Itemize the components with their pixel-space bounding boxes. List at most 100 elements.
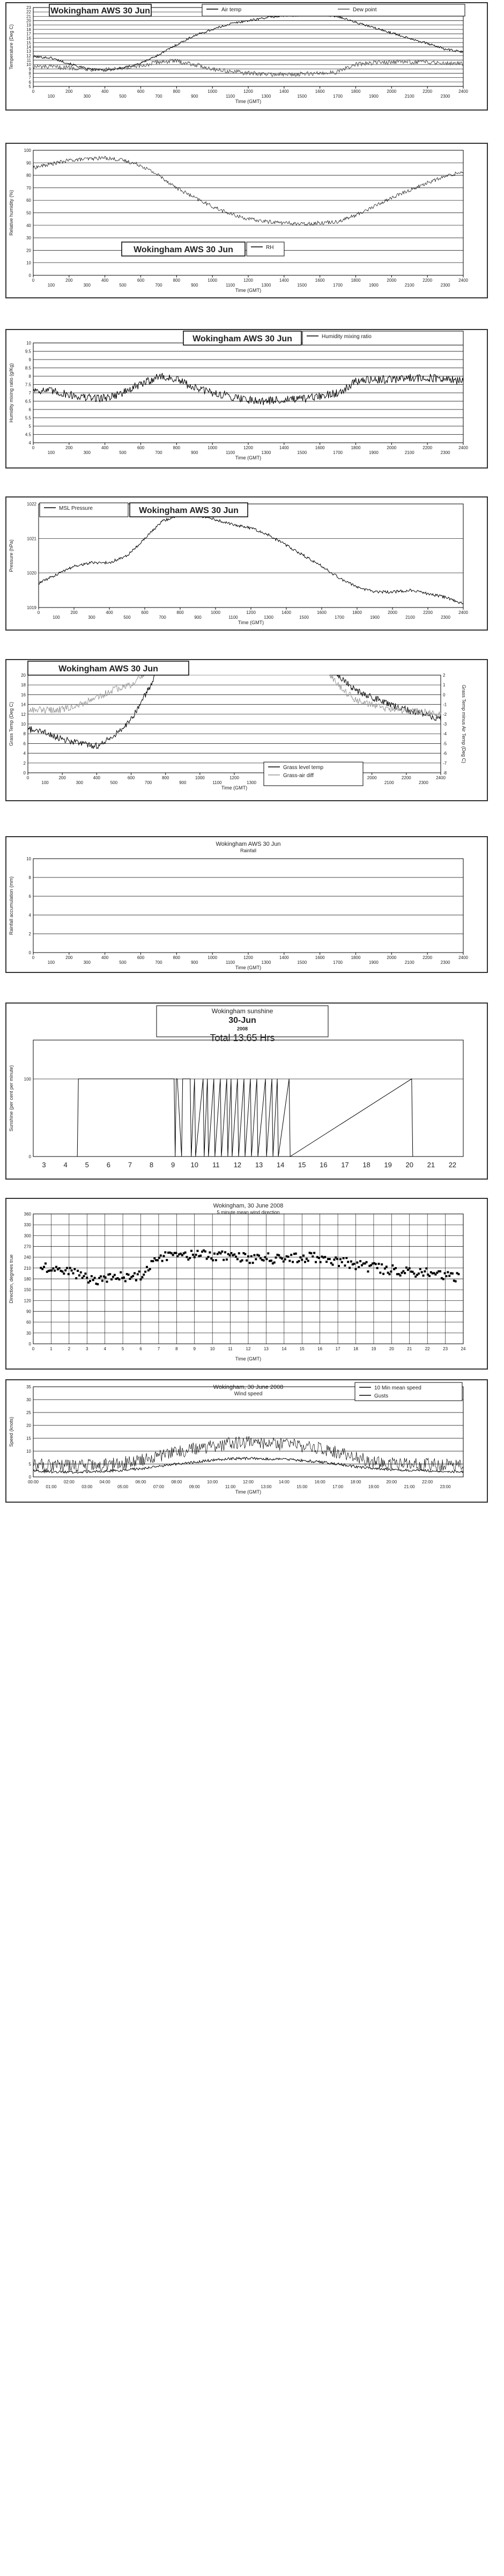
x-tick-label: 1200	[243, 278, 253, 283]
data-point	[442, 1278, 444, 1280]
data-point	[100, 1275, 102, 1278]
x-tick-label: 1600	[315, 278, 325, 283]
x-tick-label: 1100	[226, 450, 235, 455]
x-axis-label: Time (GMT)	[235, 99, 261, 104]
data-point	[290, 1254, 293, 1256]
wind-speed-chart-panel: 0 5 10 15 20 25 30 35 00:00 02:00 04:00 06:00 08:00 1…	[5, 1379, 488, 1503]
x-tick-label: 1900	[369, 960, 379, 965]
data-point	[238, 1252, 240, 1255]
x-tick-label: 600	[137, 89, 145, 94]
x-tick-label: 2100	[405, 94, 414, 99]
data-point	[253, 1254, 256, 1256]
x-tick-label: 17:00	[332, 1484, 344, 1489]
x-tick-label: 14:00	[279, 1480, 290, 1484]
x-tick-label: 8	[175, 1346, 178, 1351]
data-point	[41, 1268, 44, 1270]
data-point	[97, 1283, 99, 1285]
data-point	[292, 1261, 294, 1263]
x-tick-label: 400	[101, 89, 109, 94]
chart-subtitle: 5 minute mean wind direction	[217, 1210, 279, 1215]
data-point	[130, 1276, 133, 1278]
legend-label: Dew point	[353, 7, 377, 13]
data-point	[199, 1254, 202, 1257]
data-point	[60, 1270, 62, 1272]
x-tick-label: 1100	[228, 615, 238, 620]
y-right-tick-label: -2	[443, 712, 447, 717]
data-point	[181, 1254, 183, 1256]
x-tick-label: 100	[48, 94, 55, 99]
y-tick-label: 15	[26, 1436, 31, 1441]
data-point	[310, 1252, 313, 1255]
data-point	[84, 1272, 87, 1275]
x-tick-label: 2	[68, 1346, 71, 1351]
legend-label: Grass level temp	[283, 765, 323, 771]
x-tick-label: 16:00	[315, 1480, 326, 1484]
x-tick-label: 10	[191, 1161, 198, 1169]
legend-label: Humidity mixing ratio	[322, 334, 372, 340]
data-point	[411, 1270, 414, 1273]
y-tick-label: 17	[26, 32, 31, 36]
x-tick-label: 5	[85, 1161, 89, 1169]
data-point	[367, 1270, 369, 1273]
x-tick-label: 100	[41, 780, 49, 785]
x-tick-label: 1700	[333, 283, 343, 288]
data-point	[233, 1253, 236, 1256]
data-point	[325, 1261, 328, 1263]
data-point	[175, 1252, 177, 1254]
data-point	[298, 1260, 300, 1263]
x-tick-label: 2300	[441, 450, 450, 455]
y-tick-label: 12	[21, 712, 26, 717]
x-tick-label: 9	[194, 1346, 196, 1351]
y-axis-label: Rainfall accumulation (mm)	[9, 876, 14, 935]
data-point	[424, 1270, 426, 1273]
y-right-tick-label: 2	[443, 673, 446, 678]
data-point	[360, 1264, 363, 1267]
data-point	[218, 1251, 220, 1254]
data-point	[408, 1267, 411, 1270]
x-tick-label: 5	[122, 1346, 124, 1351]
y-tick-label: 0	[24, 771, 26, 775]
data-point	[106, 1280, 108, 1283]
y-axis-label: Humidity mixing ratio (g/Kg)	[9, 363, 14, 423]
data-point	[150, 1260, 153, 1262]
x-tick-label: 100	[48, 283, 55, 288]
y-tick-label: 360	[24, 1212, 32, 1217]
x-tick-label: 0	[32, 1346, 35, 1351]
y-tick-label: 9.5	[25, 349, 32, 354]
data-point	[402, 1270, 405, 1272]
x-tick-label: 1300	[262, 450, 271, 455]
data-point	[293, 1253, 295, 1255]
data-point	[331, 1263, 334, 1266]
y-axis-label: Sunshine (per cent per minute)	[9, 1065, 14, 1132]
x-tick-label: 100	[48, 960, 55, 965]
x-tick-label: 1900	[369, 283, 379, 288]
chart-subtitle: Wind speed	[234, 1391, 263, 1397]
data-point	[56, 1268, 59, 1271]
data-point	[271, 1262, 274, 1265]
data-point	[118, 1278, 121, 1280]
y-tick-label: 1021	[27, 536, 36, 541]
x-tick-label: 23:00	[440, 1484, 451, 1489]
data-point	[52, 1267, 55, 1270]
y-tick-label: 16	[26, 36, 31, 41]
x-tick-label: 0	[32, 955, 35, 960]
x-tick-label: 20	[389, 1346, 394, 1351]
x-tick-label: 1500	[297, 960, 307, 965]
x-tick-label: 14	[281, 1346, 286, 1351]
data-point	[276, 1254, 279, 1256]
x-tick-label: 300	[84, 960, 91, 965]
data-point	[168, 1252, 171, 1254]
legend-label: MSL Pressure	[59, 506, 93, 511]
y-tick-label: 14	[26, 45, 31, 50]
x-tick-label: 500	[123, 615, 131, 620]
y-tick-label: 6.5	[25, 399, 32, 404]
y-tick-label: 20	[26, 1423, 31, 1428]
x-tick-label: 1200	[243, 445, 253, 450]
data-point	[40, 1267, 42, 1269]
x-tick-label: 2100	[405, 450, 414, 455]
data-point	[66, 1267, 69, 1269]
data-point	[406, 1269, 409, 1271]
x-tick-label: 2300	[441, 615, 450, 620]
data-point	[399, 1274, 402, 1277]
